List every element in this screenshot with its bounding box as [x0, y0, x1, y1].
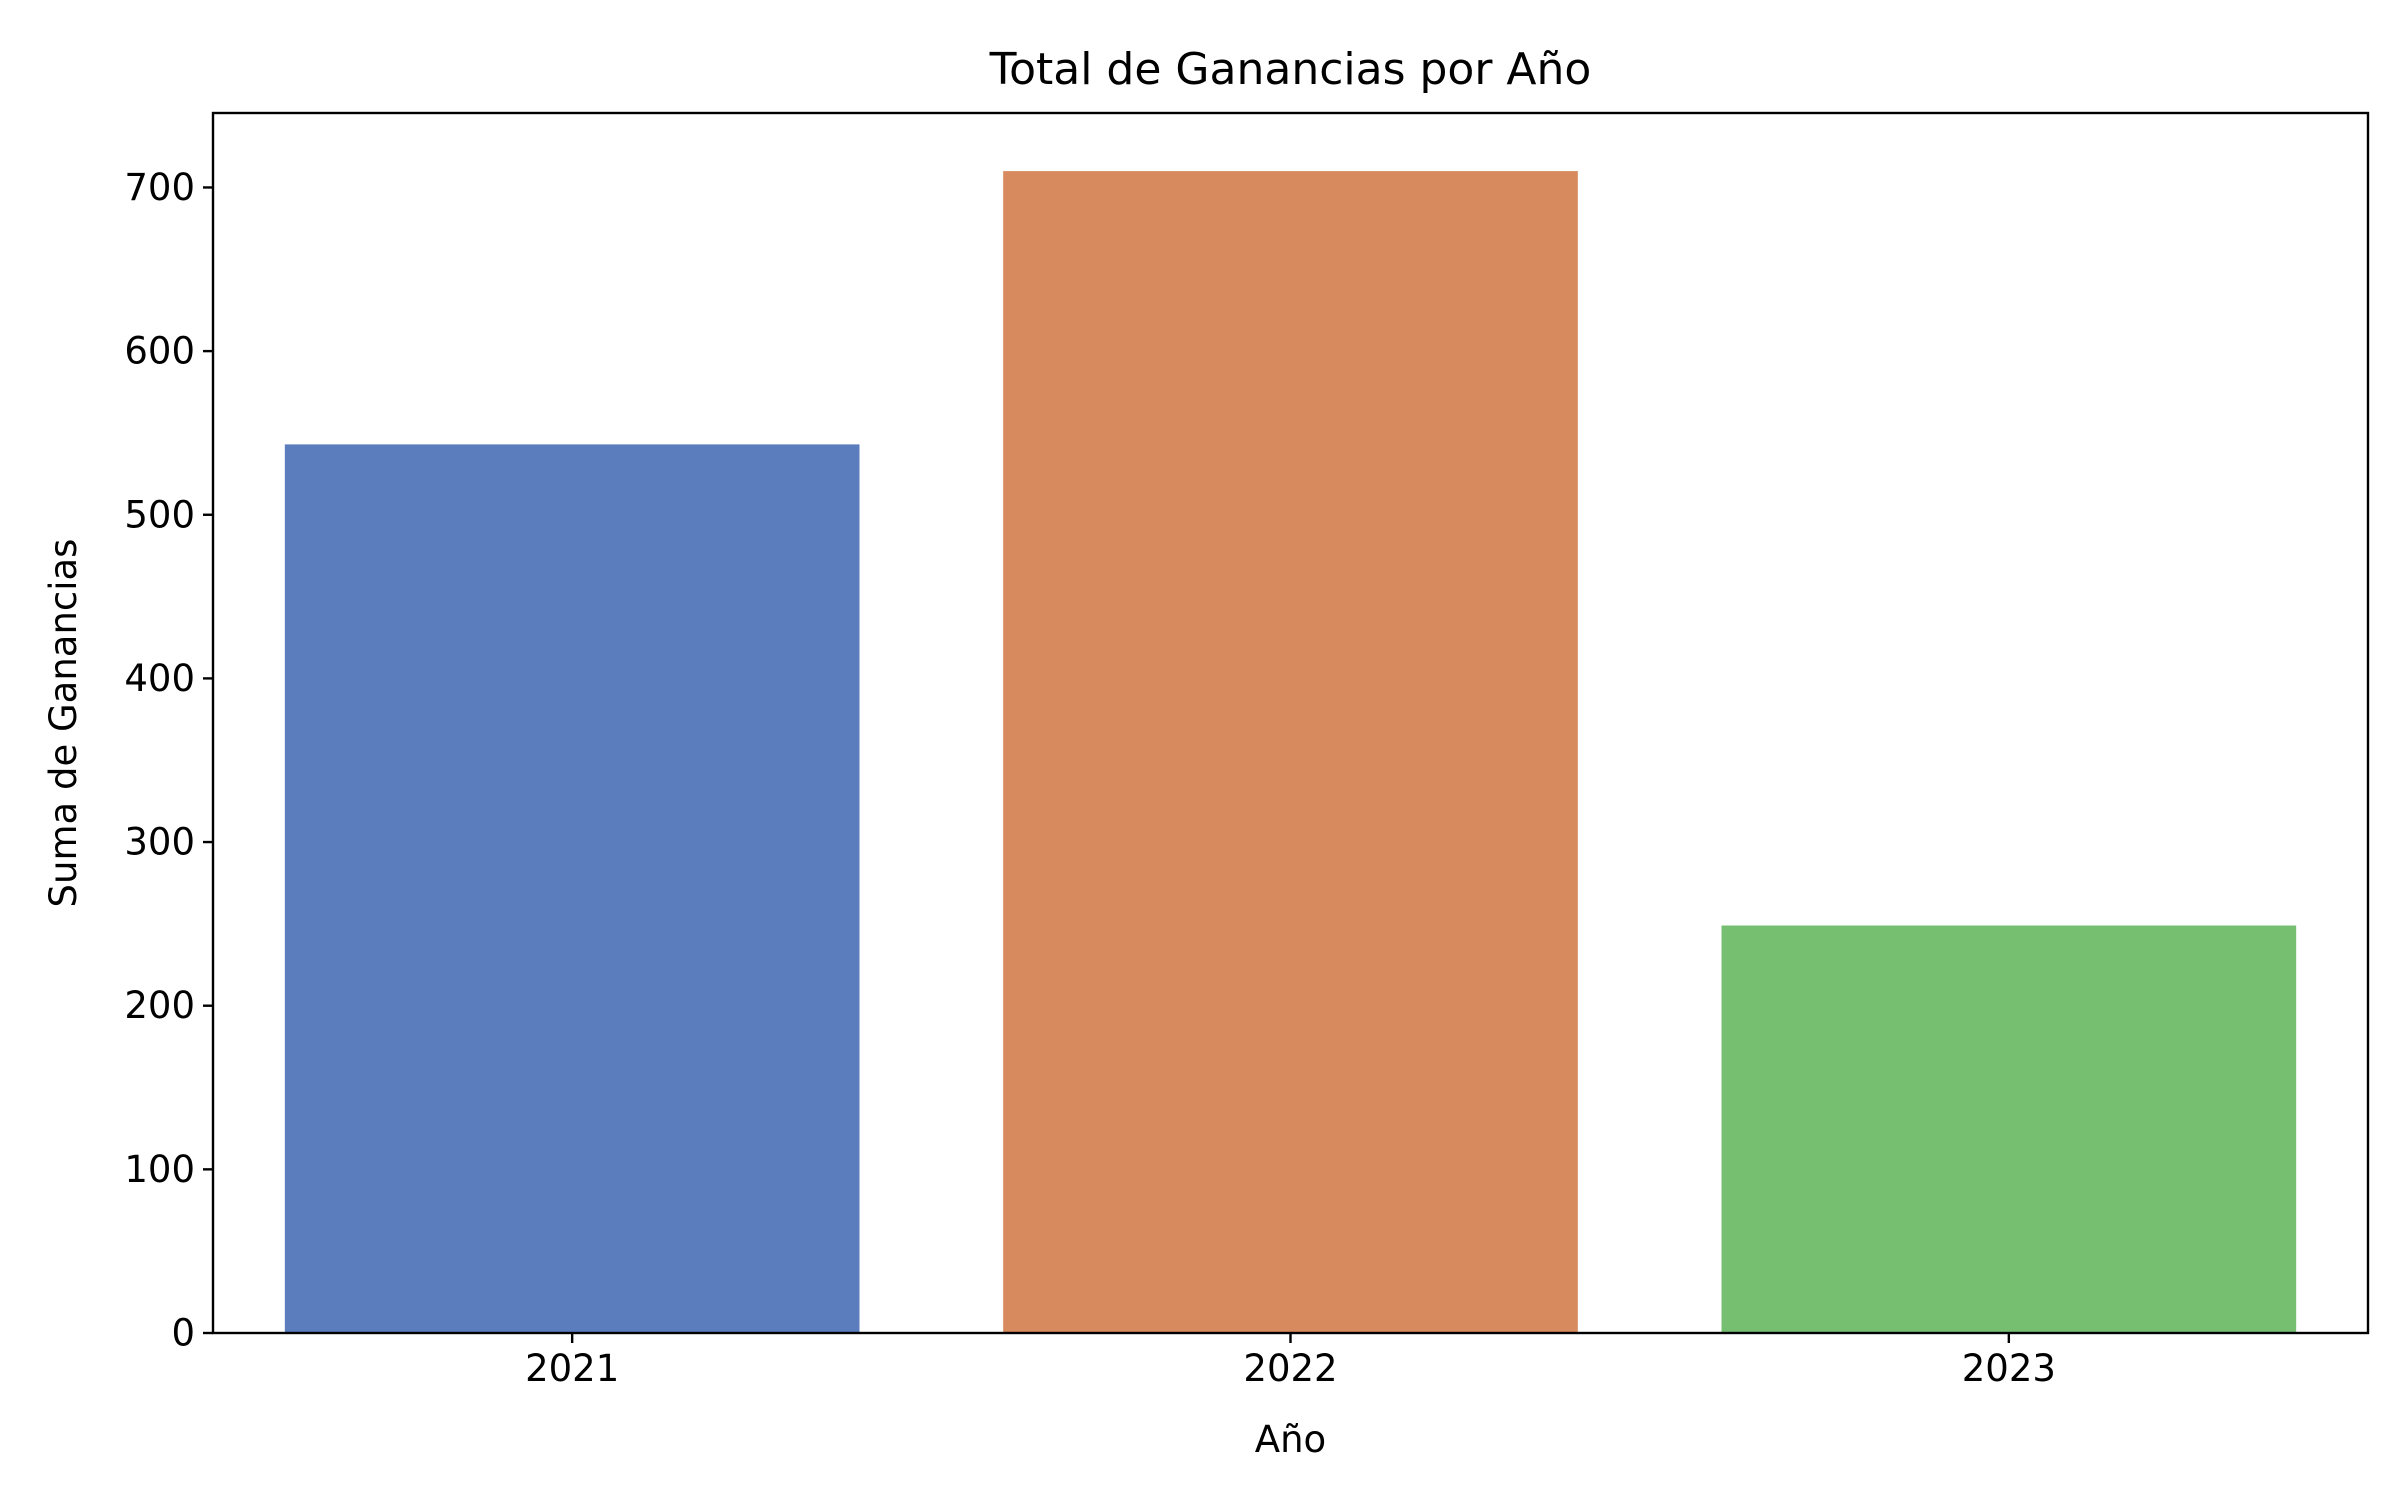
bars-layer	[284, 171, 2297, 1334]
y-axis-label: Suma de Ganancias	[42, 539, 85, 908]
y-tick-label: 100	[124, 1148, 195, 1191]
y-tick-label: 500	[124, 493, 195, 536]
x-tick-label: 2022	[1243, 1347, 1337, 1390]
bar-2023	[1721, 925, 2297, 1333]
y-tick-label: 400	[124, 657, 195, 700]
bar-2021	[284, 444, 860, 1334]
y-tick-label: 700	[124, 166, 195, 209]
y-tick-label: 600	[124, 330, 195, 373]
y-tick-label: 300	[124, 821, 195, 864]
x-axis-label: Año	[1255, 1418, 1326, 1461]
x-tick-label: 2023	[1962, 1347, 2056, 1390]
bar-2022	[1003, 171, 1578, 1334]
ticks-layer: 0 100 200 300 400 500 600 700 2021 2022 2023	[124, 166, 2056, 1390]
y-tick-label: 200	[124, 984, 195, 1027]
x-tick-label: 2021	[525, 1347, 619, 1390]
y-tick-label: 0	[171, 1312, 195, 1355]
chart-title: Total de Ganancias por Año	[989, 44, 1592, 95]
